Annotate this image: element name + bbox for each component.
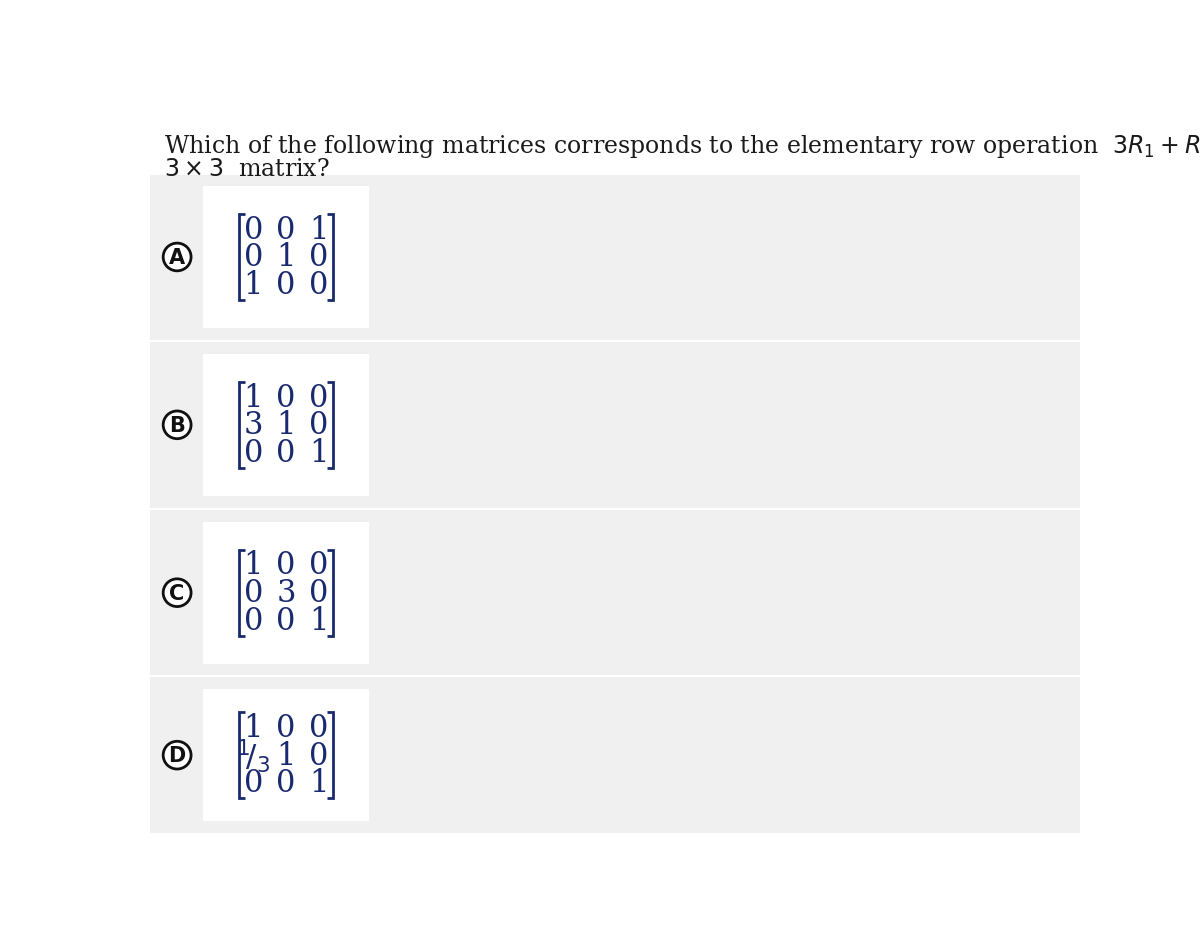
Text: 0: 0 <box>308 242 329 273</box>
Text: 1: 1 <box>244 712 263 743</box>
Text: 0: 0 <box>276 712 295 743</box>
Text: 0: 0 <box>308 712 329 743</box>
Text: 1: 1 <box>308 606 329 636</box>
Circle shape <box>163 412 191 439</box>
Text: 0: 0 <box>244 578 263 608</box>
Bar <box>150 344 1080 508</box>
Text: 1: 1 <box>244 270 263 300</box>
Circle shape <box>163 244 191 271</box>
Text: C: C <box>169 583 185 603</box>
Text: 0: 0 <box>244 438 263 469</box>
Text: 0: 0 <box>276 768 295 798</box>
FancyBboxPatch shape <box>203 522 370 664</box>
Text: 0: 0 <box>244 214 263 245</box>
Text: 1: 1 <box>276 410 295 441</box>
Text: D: D <box>168 745 186 766</box>
Bar <box>150 511 1080 676</box>
Circle shape <box>163 741 191 769</box>
Text: 1: 1 <box>276 242 295 273</box>
Text: 1: 1 <box>308 214 329 245</box>
Text: 0: 0 <box>276 382 295 413</box>
Text: 0: 0 <box>244 242 263 273</box>
Text: 0: 0 <box>244 606 263 636</box>
Text: Which of the following matrices corresponds to the elementary row operation  $3R: Which of the following matrices correspo… <box>164 133 1200 160</box>
Text: 0: 0 <box>276 270 295 300</box>
Text: 3: 3 <box>244 410 263 441</box>
Bar <box>150 678 1080 833</box>
Text: 1: 1 <box>244 382 263 413</box>
Text: 0: 0 <box>308 549 329 581</box>
Text: 0: 0 <box>276 438 295 469</box>
Text: 0: 0 <box>308 270 329 300</box>
Text: 1: 1 <box>276 739 295 771</box>
Text: 0: 0 <box>308 410 329 441</box>
Text: 0: 0 <box>276 606 295 636</box>
Text: 0: 0 <box>276 214 295 245</box>
Text: 0: 0 <box>244 768 263 798</box>
Text: 1: 1 <box>244 549 263 581</box>
FancyBboxPatch shape <box>203 186 370 329</box>
Text: 0: 0 <box>308 578 329 608</box>
Text: 1: 1 <box>308 768 329 798</box>
Text: 0: 0 <box>308 739 329 771</box>
FancyBboxPatch shape <box>203 689 370 822</box>
Text: $3 \times 3$  matrix?: $3 \times 3$ matrix? <box>164 157 330 181</box>
Bar <box>150 175 1080 341</box>
Circle shape <box>163 579 191 607</box>
Text: 1: 1 <box>308 438 329 469</box>
Text: 3: 3 <box>276 578 295 608</box>
FancyBboxPatch shape <box>203 354 370 496</box>
Text: 0: 0 <box>308 382 329 413</box>
Text: A: A <box>169 248 185 268</box>
Text: B: B <box>169 416 185 435</box>
Text: $^1\!/_3$: $^1\!/_3$ <box>236 737 270 774</box>
Text: 0: 0 <box>276 549 295 581</box>
